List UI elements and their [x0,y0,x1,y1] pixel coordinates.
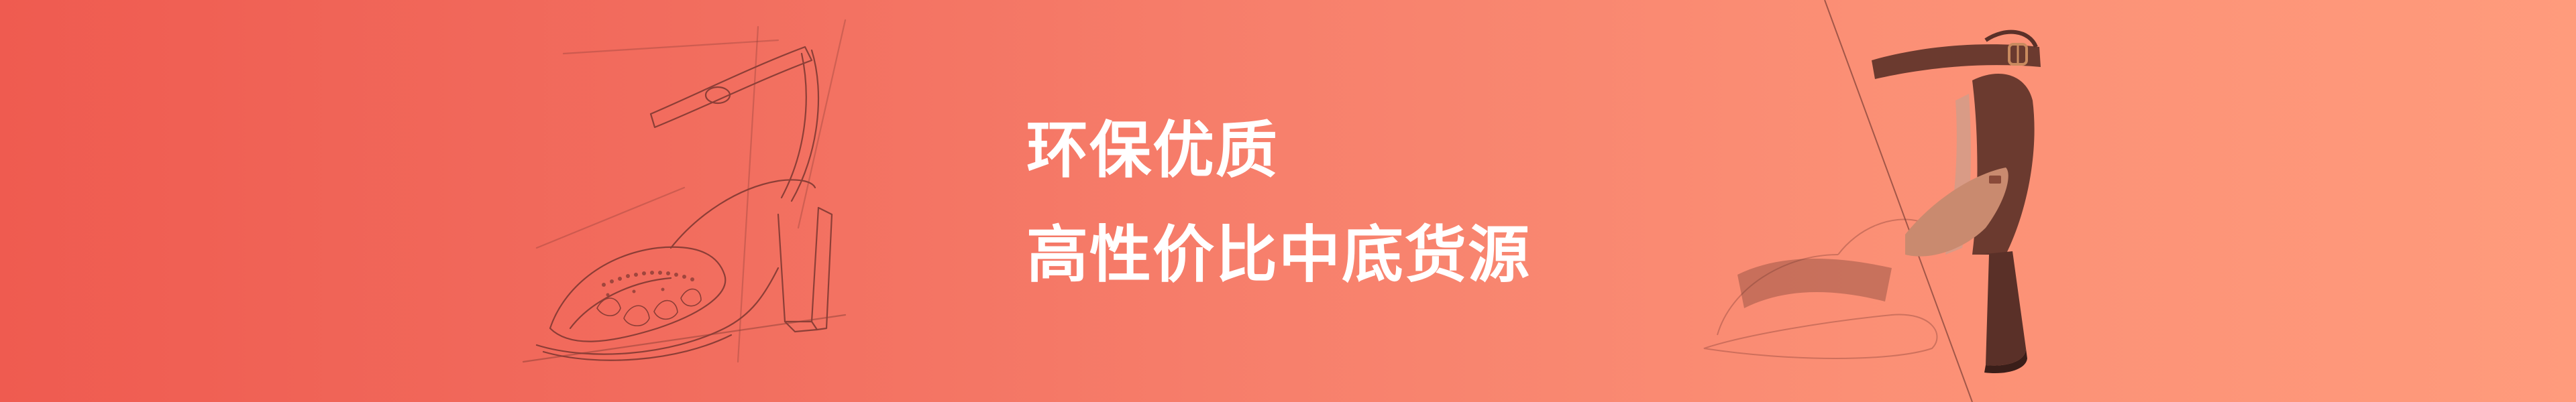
headline: 环保优质 高性价比中底货源 [1026,111,1531,295]
shoe-photo-icon [1703,0,2041,402]
shoe-sketch-icon [522,19,847,363]
headline-line-2: 高性价比中底货源 [1026,219,1532,291]
headline-line-1: 环保优质 [1026,115,1279,186]
